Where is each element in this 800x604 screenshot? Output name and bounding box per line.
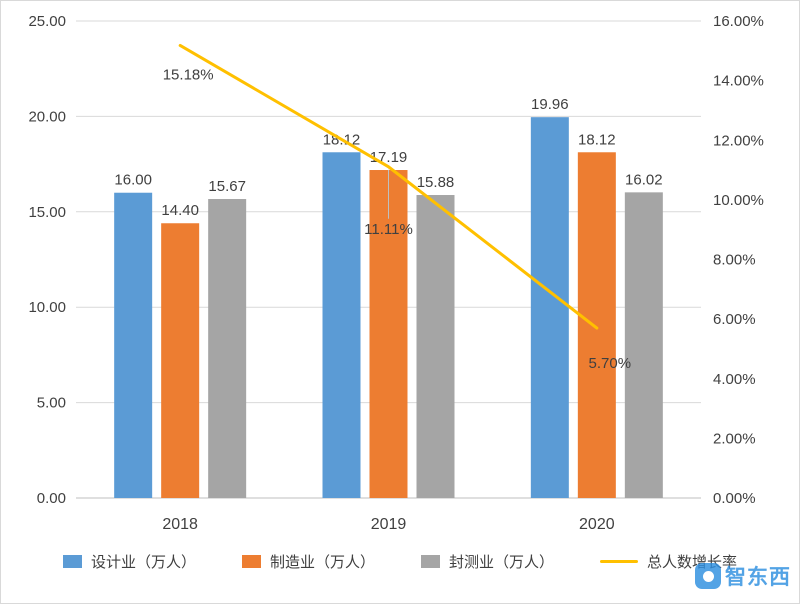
right-axis-tick: 14.00% bbox=[713, 73, 764, 90]
bar-series1-2020 bbox=[530, 117, 569, 498]
bar-series2-2020 bbox=[577, 152, 616, 499]
right-axis-tick: 12.00% bbox=[713, 132, 764, 149]
right-axis-tick: 4.00% bbox=[713, 371, 756, 388]
bar-value-label: 15.88 bbox=[417, 174, 455, 191]
bar-value-label: 16.00 bbox=[114, 172, 152, 189]
left-axis-tick: 0.00 bbox=[37, 490, 66, 507]
bar-value-label: 19.96 bbox=[531, 96, 569, 113]
bar-value-label: 18.12 bbox=[578, 131, 616, 148]
watermark-text: 智东西 bbox=[725, 566, 791, 589]
line-value-label: 15.18% bbox=[163, 66, 214, 83]
legend-color-swatch bbox=[421, 555, 440, 568]
legend-item-2: 制造业（万人） bbox=[241, 551, 375, 572]
bar-series1-2019 bbox=[322, 152, 361, 499]
bar-series3-2020 bbox=[624, 192, 663, 499]
left-axis-tick: 20.00 bbox=[28, 108, 66, 125]
right-axis-tick: 16.00% bbox=[713, 13, 764, 30]
bar-value-label: 15.67 bbox=[208, 178, 246, 195]
legend-color-swatch bbox=[62, 555, 82, 568]
right-axis-tick: 6.00% bbox=[713, 311, 756, 328]
right-axis-tick: 10.00% bbox=[713, 192, 764, 209]
legend-item-3: 封测业（万人） bbox=[421, 551, 554, 572]
legend-item-1: 设计业（万人） bbox=[62, 551, 196, 572]
legend-label: 制造业（万人） bbox=[269, 554, 375, 571]
left-axis-tick: 10.00 bbox=[28, 299, 66, 316]
right-axis-tick: 0.00% bbox=[713, 490, 756, 507]
chart-legend: 设计业（万人） 制造业（万人） 封测业（万人） 总人数增长率 bbox=[1, 551, 799, 572]
bar-value-label: 14.40 bbox=[161, 202, 199, 219]
legend-label: 封测业（万人） bbox=[449, 554, 555, 571]
left-axis-tick: 15.00 bbox=[28, 204, 66, 221]
bar-series1-2018 bbox=[114, 192, 153, 498]
bar-value-label: 16.02 bbox=[625, 171, 663, 188]
left-axis-tick: 5.00 bbox=[37, 395, 66, 412]
bar-series3-2019 bbox=[416, 195, 455, 499]
x-axis-category: 2019 bbox=[371, 516, 407, 533]
bar-series2-2018 bbox=[161, 223, 200, 499]
line-value-label: 5.70% bbox=[589, 355, 632, 372]
legend-label: 设计业（万人） bbox=[90, 554, 196, 571]
bar-series3-2018 bbox=[208, 199, 247, 498]
bar-series2-2019 bbox=[369, 170, 408, 498]
right-axis-tick: 2.00% bbox=[713, 430, 756, 447]
left-axis-tick: 25.00 bbox=[28, 13, 66, 30]
watermark: 智东西 bbox=[695, 561, 791, 591]
legend-color-swatch bbox=[241, 555, 261, 568]
line-value-label: 11.11% bbox=[364, 221, 413, 238]
x-axis-category: 2018 bbox=[162, 516, 198, 533]
legend-line-swatch bbox=[600, 560, 639, 563]
right-axis-tick: 8.00% bbox=[713, 252, 756, 269]
zhidongxi-logo-icon bbox=[695, 563, 721, 589]
growth-rate-line bbox=[178, 43, 599, 330]
x-axis-category: 2020 bbox=[579, 516, 615, 533]
